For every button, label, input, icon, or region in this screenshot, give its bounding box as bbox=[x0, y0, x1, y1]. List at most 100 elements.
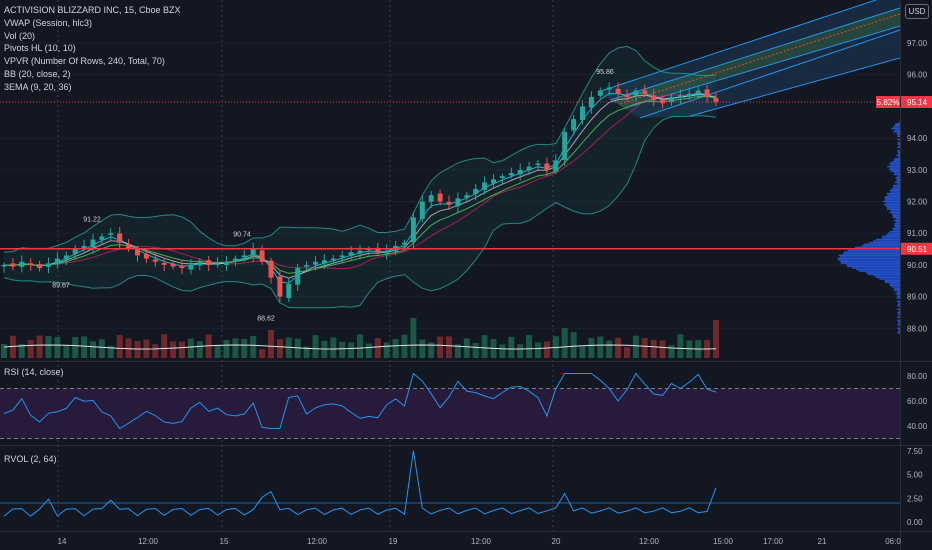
profile-row bbox=[889, 230, 900, 233]
profile-row bbox=[872, 240, 900, 242]
profile-row bbox=[894, 129, 900, 131]
candle-body bbox=[197, 261, 203, 266]
profile-row bbox=[893, 229, 900, 231]
candle-body bbox=[10, 263, 16, 267]
volume-bar bbox=[125, 338, 132, 358]
time-tick-label: 12:00 bbox=[471, 537, 492, 546]
profile-row bbox=[898, 156, 900, 158]
profile-row bbox=[894, 172, 900, 174]
profile-row bbox=[894, 287, 900, 290]
candle-body bbox=[321, 260, 327, 264]
volume-bar bbox=[446, 336, 452, 358]
volume-profile bbox=[837, 121, 900, 334]
profile-row bbox=[896, 132, 900, 134]
profile-row bbox=[840, 262, 900, 264]
rsi-pane[interactable]: 80.00 60.00 40.00 bbox=[0, 372, 928, 439]
profile-row bbox=[897, 316, 900, 318]
price-tick-label: 88.00 bbox=[907, 324, 928, 333]
profile-row bbox=[847, 265, 900, 268]
profile-row bbox=[893, 130, 900, 133]
pivot-label: 89.67 bbox=[52, 282, 70, 289]
profile-row bbox=[897, 291, 900, 293]
profile-row bbox=[891, 170, 900, 173]
volume-bar bbox=[1, 344, 7, 358]
profile-row bbox=[897, 143, 900, 146]
profile-row bbox=[897, 150, 900, 152]
profile-row bbox=[846, 264, 900, 266]
symbol-title[interactable]: ACTIVISION BLIZZARD INC, 15, Cboe BZX bbox=[4, 5, 181, 15]
rvol-pane[interactable]: 7.50 5.00 2.50 0.00 bbox=[0, 447, 923, 527]
candle-body bbox=[615, 88, 621, 94]
legend-pivots[interactable]: Pivots HL (10, 10) bbox=[4, 43, 76, 54]
profile-row bbox=[884, 197, 900, 199]
candle-body bbox=[571, 119, 577, 131]
time-tick-label: 12:00 bbox=[138, 537, 159, 546]
profile-row bbox=[895, 292, 900, 295]
change-badge bbox=[876, 96, 900, 108]
volume-bar bbox=[428, 342, 435, 358]
rsi-label[interactable]: RSI (14, close) bbox=[4, 367, 64, 377]
candle-body bbox=[482, 182, 488, 190]
volume-bar bbox=[285, 337, 292, 358]
profile-row bbox=[898, 314, 900, 317]
legend-volume[interactable]: Vol (20) bbox=[4, 30, 36, 41]
profile-row bbox=[891, 213, 900, 215]
profile-row bbox=[889, 284, 900, 287]
time-axis[interactable]: 14 12:00 15 12:00 19 12:00 20 12:00 15:00 17:00 21… bbox=[58, 537, 902, 546]
channel-line bbox=[639, 29, 901, 119]
profile-row bbox=[894, 159, 900, 161]
legend-vwap[interactable]: VWAP (Session, hlc3) bbox=[4, 17, 93, 28]
legend-vpvr[interactable]: VPVR (Number Of Rows, 240, Total, 70) bbox=[4, 56, 165, 67]
price-axis[interactable]: 97.00 96.00 94.00 93.00 92.00 91.00 90.00 89.00… bbox=[876, 39, 932, 333]
rvol-label[interactable]: RVOL (2, 64) bbox=[4, 454, 57, 464]
volume-bar bbox=[570, 332, 577, 358]
volume-bar bbox=[383, 342, 390, 358]
volume-bar bbox=[419, 339, 426, 358]
profile-row bbox=[897, 305, 900, 307]
profile-row bbox=[847, 249, 900, 252]
profile-row bbox=[866, 272, 900, 274]
candle-body bbox=[295, 268, 301, 285]
profile-row bbox=[885, 199, 900, 201]
candle-body bbox=[126, 244, 132, 250]
profile-row bbox=[889, 167, 900, 169]
candle-body bbox=[535, 163, 541, 166]
legend-bb[interactable]: BB (20, close, 2) bbox=[4, 68, 71, 79]
profile-row bbox=[897, 142, 900, 144]
profile-row bbox=[895, 218, 900, 220]
volume-bar bbox=[27, 340, 34, 358]
candle-body bbox=[713, 98, 719, 102]
candle-body bbox=[99, 236, 105, 240]
profile-row bbox=[897, 327, 900, 329]
time-tick-label: 14 bbox=[58, 537, 67, 546]
currency-button[interactable]: USD bbox=[905, 4, 929, 19]
rsi-tick-label: 80.00 bbox=[907, 372, 928, 381]
profile-row bbox=[882, 235, 900, 238]
volume-bar bbox=[187, 338, 194, 358]
bb-upper bbox=[3, 45, 717, 253]
volume-bar bbox=[668, 345, 675, 358]
channel-line bbox=[609, 7, 901, 101]
candle-body bbox=[313, 261, 318, 265]
indicator-legend: ACTIVISION BLIZZARD INC, 15, Cboe BZX VW… bbox=[4, 4, 181, 94]
profile-row bbox=[861, 245, 900, 247]
candlesticks[interactable] bbox=[1, 82, 719, 303]
volume-bar bbox=[472, 342, 479, 358]
volume-bar bbox=[410, 318, 417, 358]
candle-body bbox=[268, 260, 274, 278]
volume-bar bbox=[535, 342, 541, 358]
profile-row bbox=[889, 162, 900, 165]
profile-row bbox=[894, 181, 900, 184]
candle-body bbox=[375, 247, 381, 253]
profile-row bbox=[875, 238, 900, 241]
rvol-tick-label: 5.00 bbox=[907, 471, 923, 480]
candle-body bbox=[206, 260, 212, 265]
profile-row bbox=[873, 275, 900, 277]
profile-row bbox=[897, 330, 900, 333]
profile-row bbox=[891, 188, 900, 190]
volume-bar bbox=[303, 346, 310, 358]
volume-bar bbox=[36, 335, 43, 358]
legend-ema[interactable]: 3EMA (9, 20, 36) bbox=[4, 81, 72, 92]
